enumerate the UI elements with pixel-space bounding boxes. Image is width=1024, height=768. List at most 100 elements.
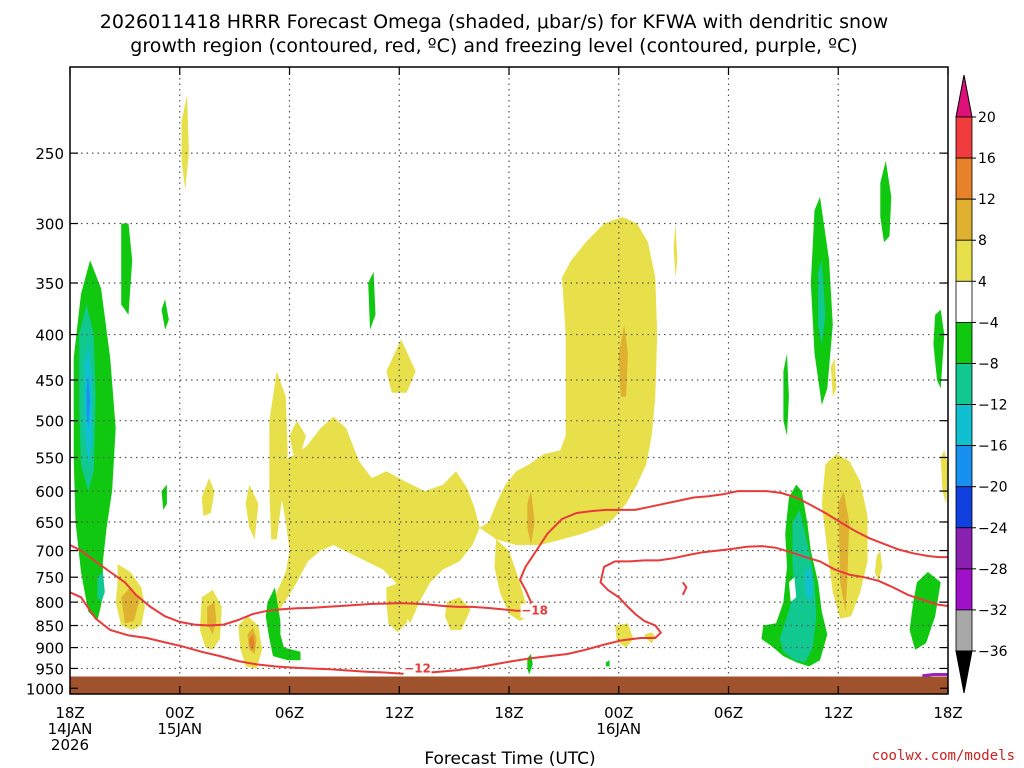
x-tick-label-2-0: 06Z: [275, 704, 304, 722]
omega-region-4: [386, 339, 416, 393]
colorbar-label-4: 4: [978, 274, 987, 290]
omega-region-37: [880, 160, 892, 243]
colorbar-top-arrow: [955, 74, 973, 118]
colorbar-swatch-5: [955, 321, 973, 364]
omega-region-32: [265, 587, 301, 661]
chart-title-line2: growth region (contoured, red, ºC) and f…: [130, 35, 857, 57]
x-tick-label-8-0: 18Z: [933, 704, 962, 722]
colorbar-swatch-1: [955, 157, 973, 200]
omega-region-16: [181, 94, 189, 190]
colorbar-swatch-11: [955, 568, 973, 611]
chart-title-line1: 2026011418 HRRR Forecast Omega (shaded, …: [100, 11, 888, 33]
y-tick-label-2: 350: [35, 275, 64, 293]
dgz-label-bg-1: [520, 603, 549, 618]
y-tick-label-5: 500: [35, 413, 64, 431]
omega-region-8: [445, 597, 471, 630]
y-tick-label-4: 450: [35, 372, 64, 390]
y-tick-label-1: 300: [35, 216, 64, 234]
y-tick-label-9: 700: [35, 543, 64, 561]
dgz-contour-0: [69, 545, 949, 675]
colorbar-label-12: −32: [978, 603, 1008, 619]
omega-region-30: [161, 299, 169, 330]
omega-region-39: [909, 572, 941, 650]
x-tick-label-3-0: 12Z: [385, 704, 414, 722]
omega-region-45: [818, 260, 826, 345]
colorbar-swatch-8: [955, 445, 973, 488]
omega-region-18: [673, 223, 678, 278]
y-tick-label-0: 250: [35, 145, 64, 163]
colorbar-label-13: −36: [978, 644, 1008, 660]
omega-region-0: [479, 217, 658, 545]
omega-region-38: [933, 309, 945, 389]
x-tick-label-1-1: 15JAN: [157, 720, 202, 738]
omega-hole-0: [788, 577, 797, 603]
colorbar-label-0: 20: [978, 110, 996, 126]
colorbar-swatch-10: [955, 527, 973, 570]
omega-region-1: [271, 416, 480, 624]
omega-region-47: [805, 566, 813, 603]
omega-region-19: [940, 450, 948, 504]
y-tick-label-6: 550: [35, 449, 64, 467]
dgz-contour-1: [69, 490, 948, 627]
colorbar-swatch-4: [955, 280, 973, 323]
omega-region-6: [201, 478, 215, 516]
x-tick-label-1-0: 00Z: [165, 704, 194, 722]
colorbar-label-7: −12: [978, 398, 1008, 414]
colorbar-label-11: −28: [978, 562, 1008, 578]
credit-text: coolwx.com/models: [872, 748, 1015, 764]
y-tick-label-15: 1000: [26, 680, 64, 698]
dgz-contour-label-1: −18: [521, 604, 548, 618]
omega-region-9: [494, 539, 528, 621]
omega-region-31: [161, 484, 167, 510]
omega-region-21: [121, 587, 140, 624]
colorbar-label-2: 12: [978, 192, 996, 208]
colorbar: 20 16 12 8 4 −4 −8 −12 −16 −20 −24 −28 −32 −36: [955, 74, 1008, 694]
y-tick-label-12: 850: [35, 618, 64, 636]
colorbar-swatch-6: [955, 363, 973, 405]
omega-region-24: [618, 324, 628, 397]
omega-region-43: [97, 572, 105, 603]
y-tick-label-7: 600: [35, 483, 64, 501]
colorbar-label-6: −8: [978, 356, 999, 372]
x-tick-label-7-0: 12Z: [824, 704, 853, 722]
colorbar-label-10: −24: [978, 521, 1008, 537]
x-tick-label-5-1: 16JAN: [596, 720, 641, 738]
y-tick-label-11: 800: [35, 594, 64, 612]
x-axis-label: Forecast Time (UTC): [424, 749, 595, 768]
colorbar-swatch-12: [955, 609, 973, 652]
x-tick-label-0-2: 2026: [51, 736, 89, 754]
colorbar-label-3: 8: [978, 233, 987, 249]
y-tick-label-13: 900: [35, 640, 64, 658]
plot-area: −12 −18: [69, 67, 949, 694]
x-tick-label-0-0: 18Z: [55, 704, 84, 722]
freezing-level-contour: [922, 673, 948, 678]
omega-region-20: [874, 550, 883, 583]
colorbar-swatch-9: [955, 486, 973, 529]
dgz-contour-label-0: −12: [404, 661, 431, 675]
dgz-label-bg-0: [403, 661, 432, 676]
omega-region-3: [269, 371, 288, 540]
colorbar-swatch-0: [955, 116, 973, 159]
y-tick-label-3: 400: [35, 327, 64, 345]
colorbar-label-1: 16: [978, 151, 996, 167]
omega-region-2: [289, 420, 306, 454]
axes: 250 300 350 400 450 500 550 600 650 700 750 800 850 9…: [26, 66, 963, 754]
colorbar-bottom-arrow: [955, 650, 973, 694]
x-tick-label-4-0: 18Z: [494, 704, 523, 722]
x-tick-label-5-0: 00Z: [604, 704, 633, 722]
colorbar-swatch-3: [955, 239, 973, 282]
omega-region-33: [368, 271, 376, 330]
omega-region-41: [605, 660, 610, 667]
omega-region-26: [527, 491, 535, 545]
y-tick-label-8: 650: [35, 514, 64, 532]
omega-region-44: [779, 509, 817, 663]
colorbar-label-8: −16: [978, 439, 1008, 455]
omega-region-29: [121, 223, 133, 315]
omega-region-25: [838, 491, 850, 612]
colorbar-label-9: −20: [978, 480, 1008, 496]
omega-region-17: [830, 358, 837, 397]
y-tick-label-10: 750: [35, 569, 64, 587]
omega-region-36: [783, 353, 789, 436]
x-tick-label-6-0: 06Z: [714, 704, 743, 722]
